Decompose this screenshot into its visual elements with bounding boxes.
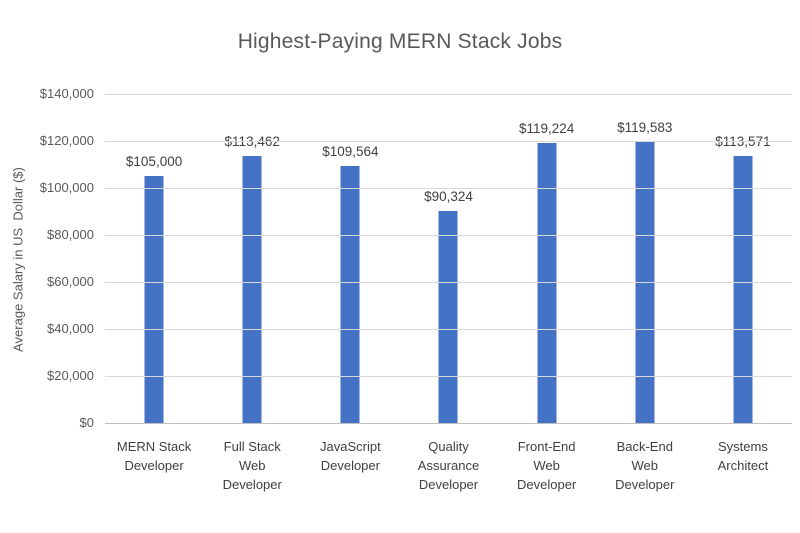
gridline [105,329,792,330]
bar-value-label: $119,224 [518,120,575,136]
bar [340,165,360,423]
plot-area: $105,000 $113,462 $109,564 $90,324 $119,224 $… [105,94,792,424]
gridline [105,376,792,377]
x-category-label: Full Stack Web Developer [222,439,282,492]
bar-column: $113,571 [694,94,792,423]
x-axis-category-labels: MERN Stack Developer Full Stack Web Devel… [105,437,792,494]
gridline [105,141,792,142]
gridline [105,282,792,283]
gridline [105,188,792,189]
x-category-label: Front-End Web Developer [517,439,577,492]
y-axis-tick-labels: $0 $20,000 $40,000 $60,000 $80,000 $100,000 $1… [0,86,98,430]
bar [242,156,262,423]
bar-column: $105,000 [105,94,203,423]
bar-value-label: $109,564 [322,143,379,159]
bar-column: $109,564 [301,94,399,423]
bar-value-label: $119,583 [617,119,673,135]
y-tick-label: $120,000 [39,133,94,148]
bar-column: $90,324 [399,94,497,423]
bar [733,156,753,423]
y-tick-label: $60,000 [47,274,94,289]
y-tick-label: $40,000 [47,321,94,336]
bar-value-label: $105,000 [125,154,183,170]
x-category-label: Back-End Web Developer [615,439,675,492]
bar-column: $113,462 [203,94,301,423]
chart-title: Highest-Paying MERN Stack Jobs [237,30,563,53]
bar-column: $119,224 [498,94,596,423]
x-category-label: MERN Stack Developer [116,439,192,473]
y-tick-label: $0 [79,415,94,430]
gridline [105,94,792,95]
y-tick-label: $80,000 [47,227,94,242]
x-category-label: JavaScript Developer [320,439,381,473]
y-tick-label: $100,000 [39,180,94,195]
gridline [105,235,792,236]
bar [438,210,458,423]
bar-value-label: $90,324 [424,188,473,204]
bar [144,176,164,423]
x-category-label: Systems Architect [717,439,769,473]
x-category-label: Quality Assurance Developer [417,439,480,492]
y-tick-label: $140,000 [39,86,94,101]
y-tick-label: $20,000 [47,368,94,383]
bar-column: $119,583 [596,94,694,423]
bar-columns: $105,000 $113,462 $109,564 $90,324 $119,224 $… [105,94,792,423]
